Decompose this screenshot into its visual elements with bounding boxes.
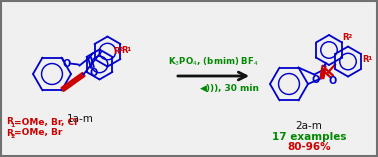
Text: 2: 2 [347,34,352,39]
Text: O: O [89,68,98,78]
Text: =OMe, Br: =OMe, Br [14,128,62,138]
Text: 2: 2 [11,134,15,139]
Text: =OMe, Br, Cl: =OMe, Br, Cl [14,117,77,127]
Text: 2: 2 [118,47,123,52]
Text: K$_3$PO$_4$, (bmim) BF$_4$: K$_3$PO$_4$, (bmim) BF$_4$ [167,56,259,68]
Text: O: O [62,59,71,69]
Text: O: O [311,75,319,85]
Text: 17 examples: 17 examples [272,132,346,142]
Text: 1: 1 [11,123,15,128]
Text: R: R [362,55,369,64]
Text: R: R [121,46,128,55]
Text: ◀))): ◀))) [200,84,219,92]
Text: R: R [6,128,13,138]
Text: R: R [113,47,120,56]
Text: R: R [342,33,349,43]
Text: 1: 1 [127,46,131,51]
Text: 1: 1 [367,56,371,61]
Text: 1a-m: 1a-m [67,114,93,124]
Text: O: O [329,76,337,86]
Text: R: R [6,117,13,127]
Text: 2a-m: 2a-m [296,121,322,131]
Text: 80-96%: 80-96% [287,142,331,152]
Text: , 30 min: , 30 min [218,84,259,92]
